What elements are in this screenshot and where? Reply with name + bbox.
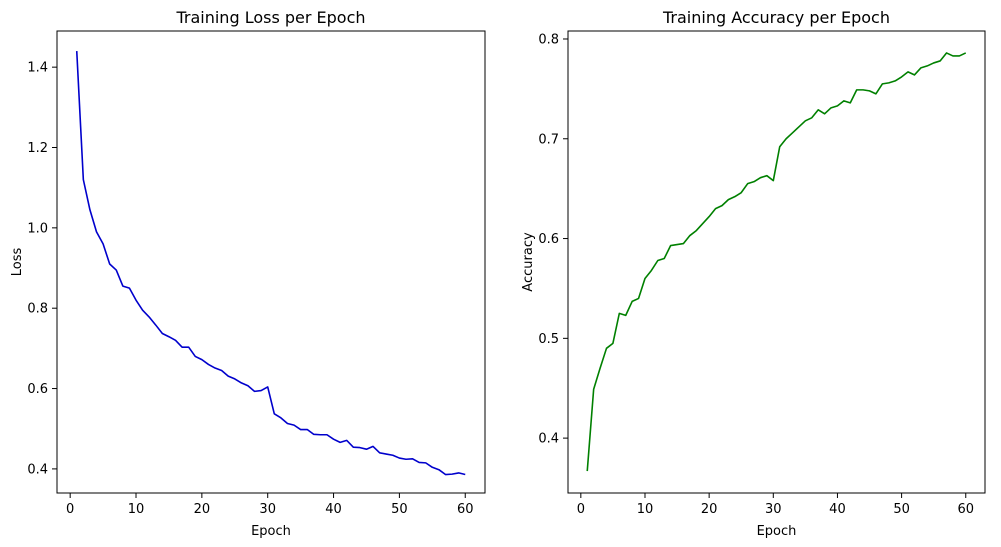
loss-x-tick-label: 0 bbox=[66, 502, 74, 517]
accuracy-x-tick-label: 60 bbox=[957, 502, 974, 517]
accuracy-x-tick-label: 0 bbox=[577, 502, 585, 517]
loss-series-line bbox=[75, 51, 466, 476]
loss-y-tick-label: 1.2 bbox=[27, 141, 48, 156]
accuracy-axes-frame bbox=[567, 30, 986, 494]
loss-x-tick-label: 60 bbox=[457, 502, 474, 517]
accuracy-y-tick-label: 0.4 bbox=[538, 432, 559, 447]
loss-x-tick-label: 50 bbox=[391, 502, 408, 517]
accuracy-x-tick-label: 40 bbox=[829, 502, 846, 517]
loss-x-axis-label: Epoch bbox=[251, 524, 291, 539]
loss-x-tick-label: 20 bbox=[194, 502, 211, 517]
accuracy-x-tick-label: 10 bbox=[637, 502, 654, 517]
accuracy-chart-title: Training Accuracy per Epoch bbox=[662, 8, 890, 27]
loss-y-tick-label: 0.8 bbox=[27, 302, 48, 317]
accuracy-x-tick-label: 30 bbox=[765, 502, 782, 517]
accuracy-y-tick-label: 0.7 bbox=[538, 132, 559, 147]
loss-axes-frame bbox=[56, 30, 486, 494]
loss-y-tick-label: 1.0 bbox=[27, 221, 48, 236]
accuracy-y-tick-label: 0.8 bbox=[538, 32, 559, 47]
loss-y-axis-label: Loss bbox=[10, 248, 25, 277]
accuracy-y-tick-label: 0.5 bbox=[538, 332, 559, 347]
loss-y-tick-label: 1.4 bbox=[27, 61, 48, 76]
loss-chart-title: Training Loss per Epoch bbox=[175, 8, 365, 27]
loss-x-tick-label: 40 bbox=[325, 502, 342, 517]
accuracy-series-line bbox=[586, 52, 967, 472]
loss-y-tick-label: 0.4 bbox=[27, 462, 48, 477]
accuracy-x-tick-label: 20 bbox=[701, 502, 718, 517]
accuracy-y-axis-label: Accuracy bbox=[521, 232, 536, 292]
accuracy-x-axis-label: Epoch bbox=[757, 524, 797, 539]
loss-x-tick-label: 30 bbox=[259, 502, 276, 517]
loss-panel: 0 10 20 30 40 50 60 0.4 0.6 0.8 1.0 1.2 1.4 Training … bbox=[10, 8, 486, 539]
loss-x-tick-label: 10 bbox=[128, 502, 145, 517]
accuracy-y-tick-label: 0.6 bbox=[538, 232, 559, 247]
accuracy-panel: 0 10 20 30 40 50 60 0.4 0.5 0.6 0.7 0.8 Training Acc… bbox=[521, 8, 986, 539]
loss-y-tick-label: 0.6 bbox=[27, 382, 48, 397]
accuracy-x-tick-label: 50 bbox=[893, 502, 910, 517]
